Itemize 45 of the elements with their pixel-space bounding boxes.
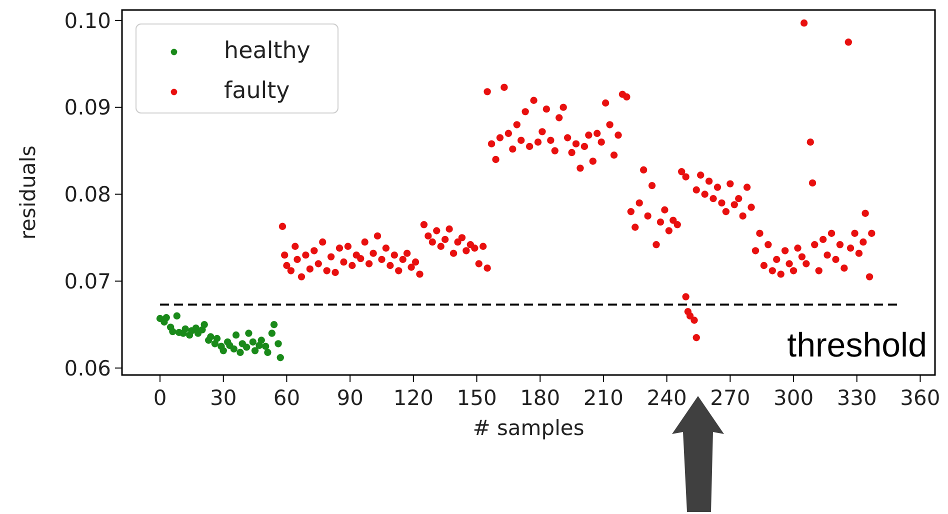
point — [251, 347, 259, 354]
x-tick-label: 180 — [520, 386, 560, 410]
y-tick-label: 0.09 — [64, 96, 111, 120]
point — [220, 347, 227, 354]
point — [236, 348, 244, 356]
point — [268, 330, 276, 337]
point — [242, 344, 250, 351]
x-tick-label: 240 — [646, 386, 687, 410]
point — [276, 354, 284, 362]
point — [249, 338, 257, 346]
x-tick-label: 330 — [836, 386, 877, 410]
point — [274, 340, 282, 348]
x-axis-title: # samples — [472, 416, 584, 440]
x-tick-label: 300 — [773, 386, 814, 410]
y-tick-label: 0.07 — [64, 269, 111, 294]
point — [270, 321, 278, 328]
x-tick-label: 210 — [583, 386, 624, 410]
point — [264, 348, 272, 356]
point — [245, 330, 252, 337]
point — [258, 336, 265, 344]
x-tick-label: 120 — [393, 386, 434, 410]
y-tick-label: 0.08 — [64, 182, 111, 207]
point — [230, 345, 238, 353]
x-tick-label: 0 — [153, 386, 167, 410]
legend-label: faulty — [224, 78, 290, 104]
point — [213, 334, 221, 342]
y-axis-title: residuals — [16, 145, 40, 240]
point — [169, 328, 176, 336]
x-tick-label: 150 — [456, 386, 497, 410]
x-tick-label: 60 — [273, 386, 300, 410]
point — [182, 325, 189, 333]
point — [232, 331, 240, 339]
point — [162, 314, 170, 322]
x-tick-label: 270 — [710, 386, 750, 410]
y-tick-label: 0.06 — [64, 356, 111, 380]
point — [207, 333, 214, 340]
y-tick-label: 0.10 — [64, 8, 111, 33]
x-tick-label: 360 — [900, 386, 940, 410]
point — [262, 342, 270, 350]
x-tick-label: 30 — [210, 386, 237, 410]
ref-line-label: threshold — [787, 326, 927, 365]
point — [200, 321, 208, 328]
x-tick-label: 90 — [336, 386, 364, 410]
legend-label: healthy — [224, 38, 310, 64]
point — [173, 312, 181, 320]
